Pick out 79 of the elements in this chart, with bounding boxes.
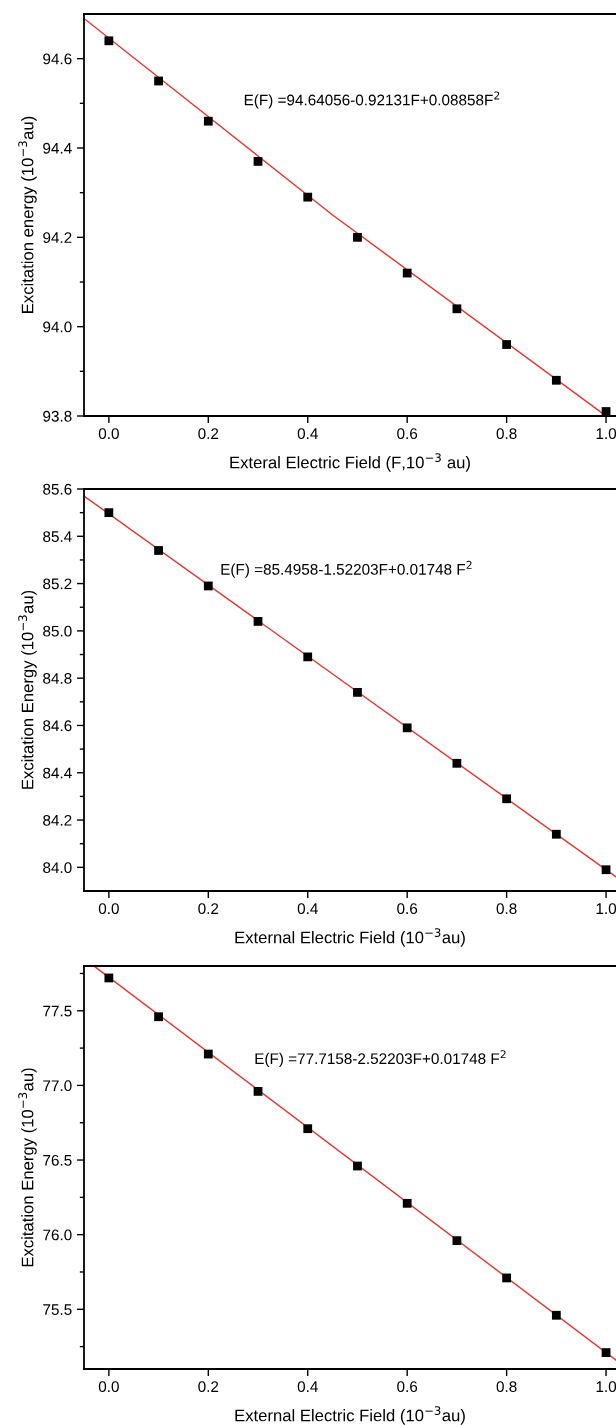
point [452, 1236, 462, 1246]
x-tick-label: 0.4 [297, 1381, 318, 1393]
point [402, 723, 412, 733]
point [253, 157, 263, 166]
x-tick-label: 0.2 [198, 428, 219, 440]
y-tick-label: 85.4 [43, 531, 72, 542]
y-tick-label: 85.2 [43, 578, 72, 590]
point [601, 865, 611, 875]
y-tick-label: 84.6 [43, 720, 72, 732]
x-tick-label: 0.6 [397, 1381, 418, 1393]
x-tick-label: 0.6 [397, 903, 418, 915]
annotation: E(F) =94.64056-0.92131F+0.08858F$^{2}$ [244, 91, 500, 109]
y-tick-label: 75.5 [43, 1304, 72, 1315]
point [502, 794, 512, 804]
x-tick-label: 0.6 [397, 428, 418, 440]
point [601, 407, 611, 416]
point [154, 546, 163, 555]
point [303, 192, 313, 202]
point [253, 617, 263, 626]
text: 0.0 [98, 1381, 119, 1393]
y-tick-label: 84.4 [43, 767, 72, 779]
point [452, 304, 462, 314]
y-axis-title: Excitation Energy (10$^{−3}$au) [18, 1068, 37, 1267]
point [104, 36, 114, 46]
x-axis-title: External Electric Field (10$^{−3}$au) [235, 928, 465, 947]
x-axis-title: External Electric Field (10$^{−3}$au) [235, 1406, 465, 1425]
point [203, 116, 213, 126]
y-tick-label: 94.2 [43, 232, 72, 244]
y-tick-label: 85.6 [43, 483, 72, 495]
text: 84.0 [43, 862, 72, 874]
y-tick-label: 94.6 [43, 53, 72, 65]
y-tick-label: 94.4 [43, 142, 72, 154]
point [402, 1198, 412, 1208]
point [104, 508, 114, 518]
text: 1.0 [596, 1381, 616, 1393]
x-tick-label: 0.8 [496, 903, 517, 915]
point [104, 973, 114, 983]
x-tick-label: 0.4 [297, 428, 318, 440]
point [502, 1273, 512, 1283]
x-tick-label: 0.8 [496, 1381, 517, 1393]
text: 76.0 [43, 1229, 72, 1241]
annotation: E(F) =85.4958-1.52203F+0.01748 F$^{2}$ [221, 560, 472, 578]
x-tick-label: 0.8 [496, 428, 517, 440]
point [154, 1012, 163, 1022]
text: 0.0 [98, 428, 119, 440]
annotation: E(F) =77.7158-2.52203F+0.01748 F$^{2}$ [255, 1050, 506, 1068]
x-tick-label: 0.2 [198, 903, 219, 915]
point [353, 232, 362, 242]
y-tick-label: 84.2 [43, 814, 72, 826]
point [303, 1124, 313, 1134]
y-tick-label: 76.5 [43, 1154, 72, 1166]
text: 85.0 [43, 625, 72, 637]
point [601, 1348, 611, 1357]
point [203, 1049, 213, 1059]
text: 1.0 [596, 428, 616, 440]
point [253, 1086, 263, 1096]
point [452, 758, 462, 768]
x-axis-title: Exteral Electric Field (F,10$^{−3}$ au) [230, 453, 470, 472]
point [402, 268, 412, 278]
point [303, 652, 313, 662]
text: 1.0 [596, 903, 616, 915]
x-tick-label: 0.2 [198, 1381, 219, 1393]
point [551, 375, 561, 385]
x-tick-label: 0.4 [297, 903, 318, 915]
point [154, 76, 163, 86]
point [353, 1161, 362, 1171]
y-tick-label: 84.8 [43, 673, 72, 684]
y-axis-title: Excitation Energy (10$^{−3}$au) [18, 590, 37, 789]
point [502, 340, 512, 349]
y-tick-label: 93.8 [43, 410, 72, 422]
point [353, 687, 362, 697]
point [203, 581, 213, 591]
y-axis-title: Excitation energy (10$^{−3}$au) [18, 116, 37, 313]
text: 94.0 [43, 321, 72, 333]
point [551, 1310, 561, 1320]
point [551, 829, 561, 839]
text: 0.0 [98, 903, 119, 915]
text: 77.0 [43, 1080, 72, 1092]
y-tick-label: 77.5 [43, 1005, 72, 1017]
